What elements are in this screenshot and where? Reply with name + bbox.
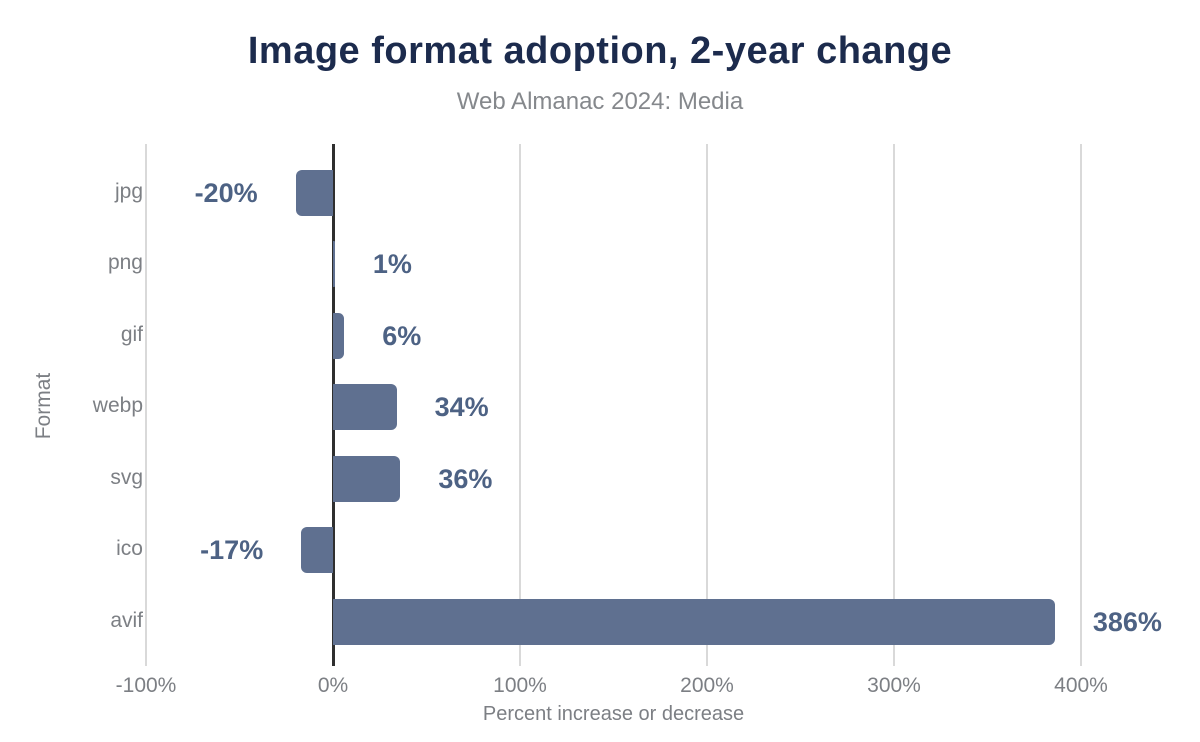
chart-subtitle: Web Almanac 2024: Media	[456, 88, 744, 115]
bar-jpg	[295, 169, 333, 216]
bar-gif	[333, 312, 345, 359]
gridline	[706, 144, 708, 666]
x-tick-label: 100%	[493, 674, 547, 697]
bar-webp	[333, 384, 397, 430]
bar-svg	[333, 455, 401, 502]
bar-png	[333, 241, 335, 287]
x-tick-label: 300%	[867, 674, 921, 697]
gridline	[893, 144, 895, 666]
value-label-jpg: -20%	[194, 177, 258, 208]
bar-ico	[301, 527, 333, 573]
category-label-png: png	[107, 251, 143, 274]
value-label-avif: 386%	[1092, 606, 1162, 637]
bar-avif	[333, 598, 1055, 645]
category-label-jpg: jpg	[114, 179, 143, 203]
x-tick-label: 0%	[317, 674, 349, 697]
category-label-avif: avif	[110, 608, 143, 632]
value-label-svg: 36%	[438, 463, 493, 494]
x-tick-label: 200%	[680, 674, 734, 697]
category-label-webp: webp	[92, 394, 143, 417]
gridline	[519, 144, 521, 666]
gridline	[145, 144, 147, 666]
x-tick-label: -100%	[115, 674, 177, 697]
value-label-gif: 6%	[382, 320, 422, 351]
category-label-gif: gif	[120, 322, 143, 346]
category-label-svg: svg	[110, 465, 143, 489]
category-label-ico: ico	[116, 537, 143, 560]
x-tick-label: 400%	[1054, 674, 1108, 697]
gridline	[1080, 144, 1082, 666]
value-label-png: 1%	[372, 249, 412, 279]
chart-title: Image format adoption, 2-year change	[247, 30, 953, 72]
value-label-webp: 34%	[434, 392, 489, 422]
x-axis-title: Percent increase or decrease	[482, 703, 745, 725]
value-label-ico: -17%	[200, 535, 264, 565]
